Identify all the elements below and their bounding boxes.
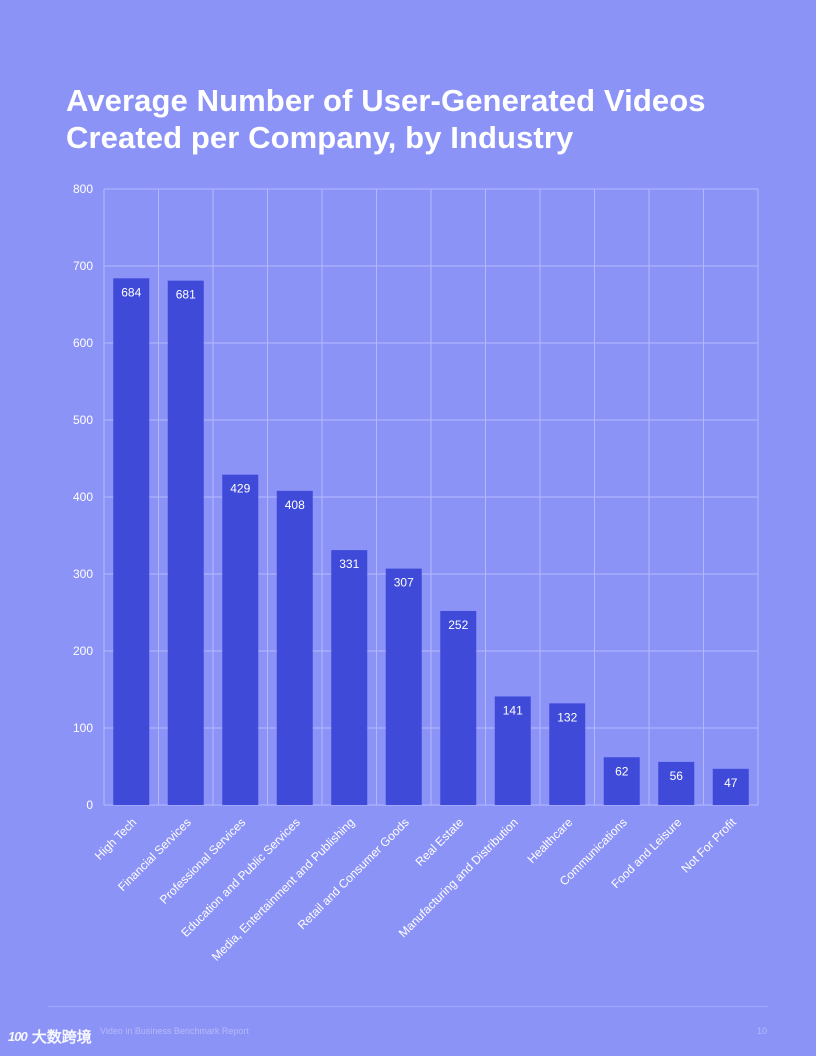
x-tick-label-5: Retail and Consumer Goods — [295, 815, 412, 932]
data-label-0: 684 — [121, 285, 141, 299]
grid-lines — [103, 188, 759, 806]
data-label-3: 408 — [285, 498, 305, 512]
bar-4 — [331, 550, 368, 805]
bar-11 — [712, 768, 749, 805]
y-tick-label: 800 — [73, 182, 93, 196]
bar-chart: 0 100 200 300 400 500 600 700 800 684 681 429 408 33… — [73, 182, 759, 964]
chart-title-line-1: Average Number of User-Generated Videos — [66, 83, 706, 118]
bar-8 — [549, 703, 586, 805]
footer-page-number: 10 — [757, 1026, 768, 1036]
watermark-text: 大数跨境 — [31, 1029, 92, 1046]
bar-9 — [603, 757, 640, 805]
bar-3 — [276, 490, 313, 805]
footer-report-title: Video in Business Benchmark Report — [100, 1026, 249, 1036]
data-labels: 684 681 429 408 331 307 252 141 132 62 56 47 — [121, 285, 738, 789]
bar-1 — [167, 280, 204, 805]
data-label-8: 132 — [557, 710, 577, 724]
y-tick-label: 100 — [73, 721, 93, 735]
bar-2 — [222, 474, 259, 805]
data-label-11: 47 — [724, 776, 738, 790]
data-label-1: 681 — [176, 288, 196, 302]
y-tick-label: 300 — [73, 567, 93, 581]
data-label-9: 62 — [615, 764, 629, 778]
bar-6 — [440, 610, 477, 805]
data-label-2: 429 — [230, 482, 250, 496]
x-tick-label-8: Healthcare — [524, 815, 575, 866]
y-tick-label: 700 — [73, 259, 93, 273]
data-label-5: 307 — [394, 576, 414, 590]
bar-7 — [494, 696, 531, 805]
data-label-6: 252 — [448, 618, 468, 632]
y-tick-label: 400 — [73, 490, 93, 504]
data-label-7: 141 — [503, 703, 523, 717]
x-tick-label-7: Manufacturing and Distribution — [396, 815, 521, 940]
chart-title-line-2: Created per Company, by Industry — [66, 120, 574, 155]
data-label-10: 56 — [670, 769, 684, 783]
x-tick-label-11: Not For Profit — [679, 815, 740, 876]
y-tick-label: 0 — [86, 798, 93, 812]
y-tick-label: 600 — [73, 336, 93, 350]
watermark: 100 大数跨境 — [8, 1026, 92, 1047]
bar-10 — [658, 761, 695, 805]
chart-title: Average Number of User-Generated Videos … — [66, 82, 766, 156]
x-tick-label-6: Real Estate — [413, 815, 467, 869]
footer-divider — [48, 1006, 768, 1007]
y-tick-label: 500 — [73, 413, 93, 427]
bar-0 — [113, 278, 150, 805]
y-tick-label: 200 — [73, 644, 93, 658]
x-tick-label-0: High Tech — [92, 815, 139, 862]
data-label-4: 331 — [339, 557, 359, 571]
watermark-logo: 100 — [8, 1029, 28, 1044]
bar-5 — [385, 568, 422, 805]
y-axis-ticks: 0 100 200 300 400 500 600 700 800 — [73, 182, 93, 812]
bars — [113, 278, 749, 805]
